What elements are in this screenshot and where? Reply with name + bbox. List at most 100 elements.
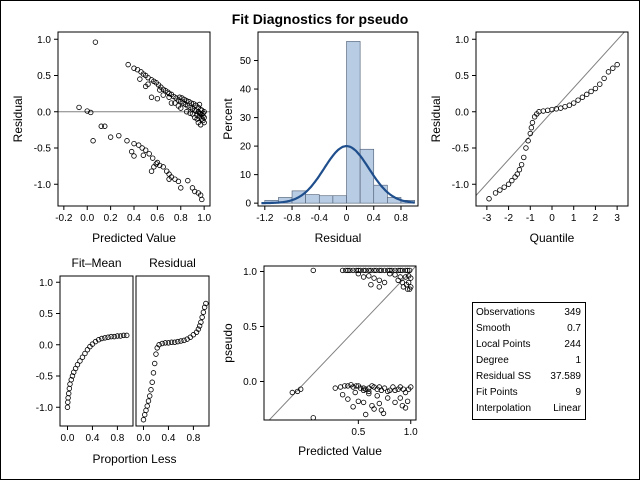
rf-residual-point — [144, 403, 150, 409]
observed-point — [350, 267, 356, 274]
observed-point — [368, 267, 374, 274]
histogram-x-label: Residual — [315, 231, 362, 245]
residual-point — [116, 132, 122, 139]
qq-point — [566, 102, 573, 108]
residual-point — [135, 142, 142, 148]
residual-point — [142, 147, 149, 153]
observed-point — [376, 400, 383, 407]
qq-point — [525, 138, 531, 144]
rf-residual-frame — [135, 275, 210, 427]
qq-plot-y-tick-label: 0.5 — [455, 71, 469, 82]
observed-point — [366, 273, 372, 279]
residual-point — [201, 119, 207, 126]
stat-value: 0.7 — [567, 323, 581, 334]
fit-mean-point — [67, 381, 73, 387]
histogram-y-tick-label: 50 — [240, 56, 252, 67]
rf-residual-point — [145, 398, 152, 404]
stat-row-local-points: Local Points 244 — [473, 337, 585, 353]
histogram-y-tick-label: 20 — [240, 142, 252, 153]
observed-point — [404, 267, 411, 274]
observed-point — [404, 398, 411, 404]
rfplot-y-tick-label: -1.0 — [36, 403, 54, 414]
histogram-y-tick-label: 40 — [240, 85, 252, 96]
observed-point — [381, 267, 388, 274]
residual-plot-x-tick-label: 0.8 — [174, 213, 188, 224]
observed-point — [360, 274, 367, 280]
qq-point — [505, 181, 512, 187]
rf-residual-point — [142, 412, 148, 418]
observed-point — [297, 386, 304, 392]
histogram-x-tick-label: -1.2 — [256, 213, 274, 224]
observed-point — [378, 267, 385, 274]
observed-point — [362, 411, 369, 418]
fit-mean-point — [114, 333, 121, 339]
fit-mean-point — [74, 362, 81, 368]
identity-reference-line — [268, 266, 416, 420]
fit-mean-point — [84, 347, 91, 353]
residual-point — [131, 140, 137, 147]
fit-mean-point — [79, 354, 86, 360]
rf-residual-point — [143, 407, 149, 414]
observed-point — [339, 392, 346, 398]
fit-mean-point — [120, 332, 127, 339]
fit-mean-point — [95, 337, 102, 343]
stat-value: 1 — [575, 355, 581, 366]
fit-mean-panel-label: Fit–Mean — [71, 256, 121, 270]
rf-residual-x-tick-label: 0.0 — [137, 433, 151, 444]
observed-point — [360, 399, 367, 406]
observed-point — [350, 404, 356, 410]
stat-row-smooth: Smooth 0.7 — [473, 321, 585, 337]
observed-point — [387, 267, 393, 274]
fit-mean-point — [108, 333, 114, 340]
residual-point — [107, 134, 114, 140]
qq-plot-x-label: Quantile — [530, 231, 575, 245]
qq-point — [601, 75, 607, 82]
residual-point — [90, 138, 96, 144]
chart-title: Fit Diagnostics for pseudo — [232, 11, 409, 27]
qq-plot-y-tick-label: 1.0 — [455, 35, 469, 46]
rfplot-y-tick-label: 0.0 — [39, 340, 53, 351]
rfplot-y-tick-label: 0.5 — [39, 309, 53, 320]
fit-mean-point — [66, 385, 73, 392]
residual-point — [154, 95, 161, 102]
qq-point — [540, 108, 547, 114]
residual-point — [157, 87, 163, 93]
observed-point — [387, 387, 393, 393]
observed-point — [408, 384, 414, 390]
observed-plot-y-tick-label: 0.0 — [243, 377, 257, 388]
observed-point — [371, 406, 377, 412]
histogram-bar — [318, 195, 334, 204]
residual-point — [131, 65, 137, 71]
qq-point — [614, 61, 620, 68]
qq-plot-x-tick-label: -1 — [526, 213, 535, 224]
observed-point — [360, 387, 367, 393]
observed-point — [374, 393, 380, 399]
stat-label: Interpolation — [476, 403, 532, 414]
rf-residual-x-tick-label: 0.8 — [186, 433, 200, 444]
histogram-bar — [346, 41, 361, 204]
residual-point — [187, 110, 193, 116]
qq-plot-y-tick-label: -0.5 — [452, 144, 470, 155]
residual-plot-x-label: Predicted Value — [92, 231, 176, 245]
rf-residual-point — [200, 309, 207, 315]
observed-point — [381, 279, 388, 286]
qq-point — [527, 130, 533, 137]
residual-point — [125, 61, 131, 68]
rf-residual-point — [198, 319, 204, 325]
histogram-x-tick-label: 0 — [344, 213, 350, 224]
residual-point — [194, 116, 200, 122]
residual-plot-y-tick-label: 0.0 — [37, 107, 51, 118]
residual-point — [137, 76, 143, 82]
observed-point — [408, 275, 414, 281]
rf-residual-point — [159, 340, 165, 347]
observed-point — [402, 267, 409, 274]
observed-point — [392, 272, 398, 278]
residual-point — [166, 94, 172, 100]
rf-residual-point — [199, 314, 205, 320]
observed-point — [371, 275, 377, 281]
observed-point — [392, 387, 398, 393]
qq-point — [509, 177, 515, 184]
observed-point — [310, 267, 316, 274]
qq-point — [486, 196, 492, 202]
rf-residual-point — [153, 351, 159, 357]
